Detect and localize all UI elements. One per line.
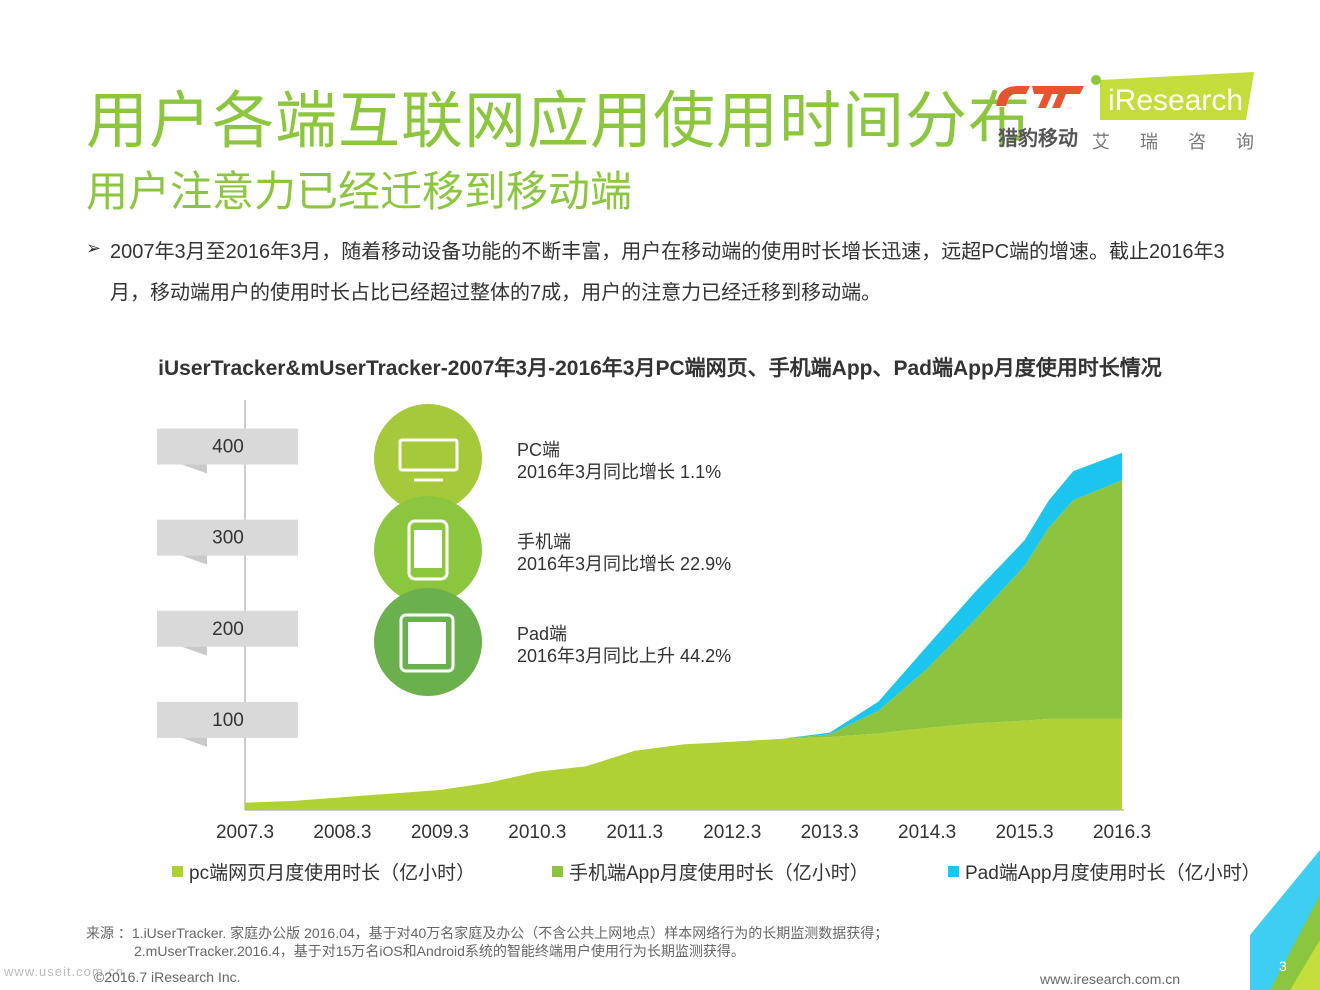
- chart-title: iUserTracker&mUserTracker-2007年3月-2016年3…: [158, 357, 1162, 380]
- y-tick-banner: [157, 701, 298, 738]
- x-tick-label: 2016.3: [1093, 822, 1151, 840]
- y-tick-label: 100: [212, 710, 244, 731]
- annotation-circle-0: [374, 404, 482, 512]
- series-area-2: [245, 452, 1122, 803]
- y-tick-label: 400: [212, 437, 244, 458]
- x-tick-label: 2011.3: [606, 822, 663, 840]
- legend-label-pad: Pad端App月度使用时长（亿小时）: [965, 863, 1261, 884]
- x-tick-label: 2014.3: [898, 822, 956, 840]
- watermark: www.useit.com.cn: [4, 964, 125, 979]
- bullet-arrow-icon: ➢: [86, 238, 102, 258]
- cm-chinese-name: 猎豹移动: [998, 128, 1078, 150]
- legend-swatch-pad: [948, 866, 959, 877]
- cm-logo: [996, 86, 1084, 108]
- series-area-1: [245, 480, 1122, 803]
- legend-phone: 手机端App月度使用时长（亿小时）: [552, 858, 869, 885]
- annotation-growth-text: 2016年3月同比增长 22.9%: [517, 554, 731, 574]
- page-title: 用户各端互联网应用使用时间分布: [86, 87, 1032, 156]
- y-tick-banner: [157, 519, 298, 556]
- phone-screen: [414, 530, 442, 568]
- copyright: ©2016.7 iResearch Inc.: [94, 969, 241, 985]
- legend-swatch-phone: [552, 866, 563, 877]
- website-url: www.iresearch.com.cn: [1040, 971, 1181, 987]
- source-line-2: 2.mUserTracker.2016.4，基于对15万名iOS和Android…: [134, 943, 745, 959]
- x-tick-label: 2008.3: [313, 822, 371, 840]
- tablet-screen: [408, 622, 446, 664]
- page-subtitle: 用户注意力已经迁移到移动端: [86, 168, 633, 215]
- annotation-growth-text: 2016年3月同比上升 44.2%: [517, 646, 731, 666]
- logo-group: iResearch: [996, 72, 1254, 120]
- area-chart: 400 300 200 100 2007.3 2008.3 2009.3 2010.3 2011…: [157, 400, 1151, 840]
- annotation-device-label: Pad端: [517, 624, 567, 644]
- annotation-growth-text: 2016年3月同比增长 1.1%: [517, 462, 721, 482]
- series-area-0: [245, 718, 1122, 810]
- source-line-1: 来源 ：1.iUserTracker. 家庭办公版 2016.04，基于对40万…: [86, 925, 889, 941]
- page-number: 3: [1279, 958, 1287, 974]
- annotation-device-label: PC端: [517, 440, 560, 460]
- legend-label-pc: pc端网页月度使用时长（亿小时）: [189, 863, 476, 884]
- iresearch-logo: [1091, 72, 1254, 120]
- y-tick-label: 200: [212, 619, 244, 640]
- legend-label-phone: 手机端App月度使用时长（亿小时）: [569, 863, 869, 884]
- iresearch-chinese-name: 艾瑞咨询: [1092, 132, 1284, 152]
- y-tick-label: 300: [212, 528, 244, 549]
- iresearch-wordmark: iResearch: [1108, 84, 1243, 117]
- x-tick-label: 2015.3: [995, 822, 1053, 840]
- legend-pc: pc端网页月度使用时长（亿小时）: [172, 858, 475, 885]
- monitor-icon: [398, 438, 459, 472]
- y-tick-banner: [157, 610, 298, 647]
- legend-swatch-pc: [172, 866, 183, 877]
- phone-icon: [407, 519, 449, 581]
- bullet-text: 2007年3月至2016年3月，随着移动设备功能的不断丰富，用户在移动端的使用时…: [110, 241, 1225, 304]
- x-tick-label: 2012.3: [703, 822, 761, 840]
- annotation-device-label: 手机端: [517, 532, 571, 552]
- x-tick-label: 2007.3: [216, 822, 274, 840]
- x-tick-label: 2009.3: [411, 822, 469, 840]
- tablet-icon: [399, 613, 455, 673]
- source-note: 来源 ：1.iUserTracker. 家庭办公版 2016.04，基于对40万…: [86, 924, 888, 960]
- legend-pad: Pad端App月度使用时长（亿小时）: [948, 858, 1261, 885]
- corner-decoration: [1250, 850, 1320, 990]
- x-tick-label: 2013.3: [801, 822, 859, 840]
- x-tick-label: 2010.3: [508, 822, 566, 840]
- y-tick-banner: [157, 428, 298, 465]
